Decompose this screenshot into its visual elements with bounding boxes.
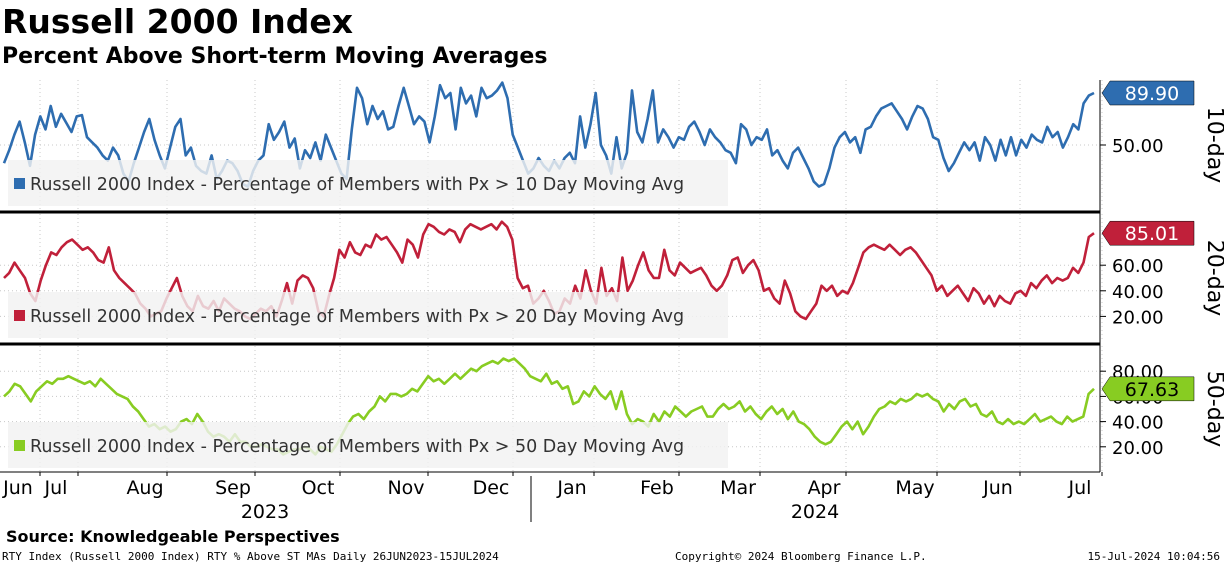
x-tick-label: Jul xyxy=(1068,477,1092,499)
x-tick-label: Jun xyxy=(982,477,1013,499)
legend-label: Russell 2000 Index - Percentage of Membe… xyxy=(30,437,684,457)
panel-label: 50-day xyxy=(1202,371,1224,447)
x-tick-label: Sep xyxy=(215,477,251,499)
x-tick-label: Aug xyxy=(126,477,163,499)
x-tick-label: Jul xyxy=(44,477,68,499)
year-label: 2023 xyxy=(241,501,289,523)
y-tick-label: 20.00 xyxy=(1112,307,1164,328)
x-tick-label: Dec xyxy=(473,477,510,499)
legend-box xyxy=(8,292,728,338)
legend-box xyxy=(8,160,728,206)
chart-title: Russell 2000 Index xyxy=(2,2,354,41)
footer-copyright: Copyright© 2024 Bloomberg Finance L.P. xyxy=(675,550,927,563)
last-value-tag-shape xyxy=(1101,376,1195,402)
x-tick-label: May xyxy=(895,477,934,499)
legend-box xyxy=(8,422,728,468)
legend-swatch xyxy=(14,440,25,451)
panel-20-day: 20.00 40.00 60.00 Russell 2000 Index - Perc… xyxy=(0,214,1224,342)
panel-10-day: 50.00 Russell 2000 Index - Percentage of … xyxy=(0,80,1224,210)
x-axis: Jun Jul Aug Sep Oct Nov Dec Jan Feb Mar Apr May Jun J… xyxy=(2,472,1103,523)
y-tick-label: 40.00 xyxy=(1112,282,1164,303)
last-value-tag-text: 67.63 xyxy=(1125,379,1179,401)
y-tick-label: 50.00 xyxy=(1112,136,1164,157)
x-tick-label: Oct xyxy=(302,477,335,499)
legend-swatch xyxy=(14,178,25,189)
x-tick-label: Jun xyxy=(2,477,33,499)
x-tick-label: Apr xyxy=(808,477,841,499)
source-note: Source: Knowledgeable Perspectives xyxy=(6,527,340,546)
y-tick-label: 60.00 xyxy=(1112,256,1164,277)
x-tick-label: Nov xyxy=(387,477,424,499)
last-value-tag: 85.01 xyxy=(1101,220,1195,246)
last-value-tag: 89.90 xyxy=(1101,80,1195,106)
footer-description: RTY Index (Russell 2000 Index) RTY % Abo… xyxy=(2,550,499,563)
x-tick-label: Jan xyxy=(556,477,586,499)
legend-swatch xyxy=(14,310,25,321)
legend-label: Russell 2000 Index - Percentage of Membe… xyxy=(30,307,684,327)
series-line-50-day xyxy=(3,357,1095,456)
y-tick-label: 40.00 xyxy=(1112,413,1164,434)
footer-timestamp: 15-Jul-2024 10:04:56 xyxy=(1087,550,1220,563)
x-tick-label: Mar xyxy=(720,477,756,499)
panel-label: 20-day xyxy=(1202,240,1224,316)
legend-label: Russell 2000 Index - Percentage of Membe… xyxy=(30,175,684,195)
chart-subtitle: Percent Above Short-term Moving Averages xyxy=(2,44,548,69)
last-value-tag: 67.63 xyxy=(1101,376,1195,402)
last-value-tag-text: 85.01 xyxy=(1125,223,1179,245)
last-value-tag-text: 89.90 xyxy=(1125,83,1179,105)
year-label: 2024 xyxy=(791,501,839,523)
x-tick-label: Feb xyxy=(640,477,674,499)
panel-label: 10-day xyxy=(1202,107,1224,183)
y-tick-label: 20.00 xyxy=(1112,438,1164,459)
last-value-tag-shape xyxy=(1101,220,1195,246)
last-value-tag-shape xyxy=(1101,80,1195,106)
